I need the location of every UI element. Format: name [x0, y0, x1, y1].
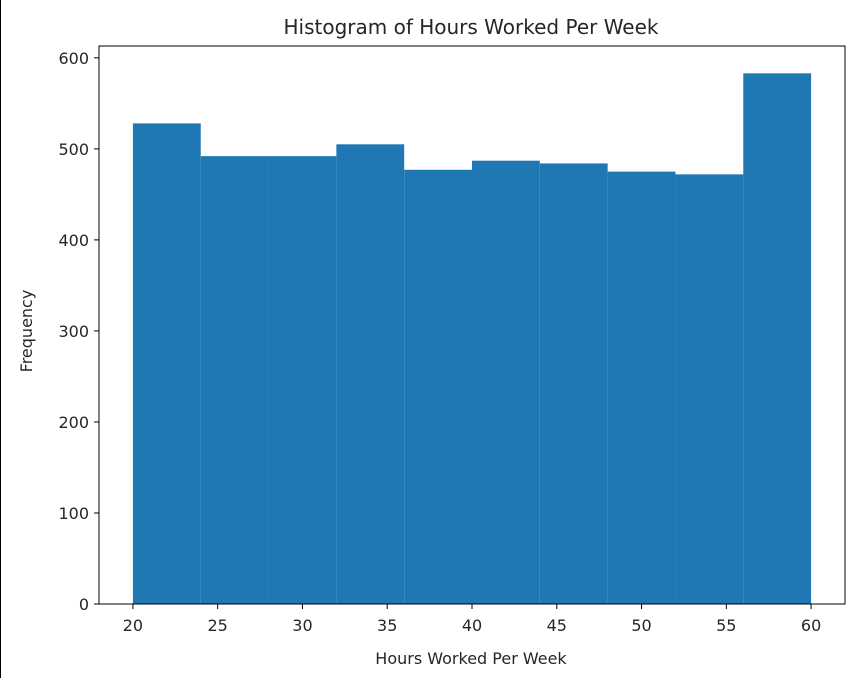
window-left-edge: [0, 0, 1, 678]
histogram-bar: [132, 123, 201, 605]
histogram-bar: [607, 171, 676, 604]
y-tick-label: 400: [58, 231, 89, 250]
y-tick-label: 100: [58, 504, 89, 523]
x-tick-label: 45: [547, 616, 567, 635]
histogram-bar: [539, 163, 608, 604]
histogram-bar: [743, 73, 812, 604]
x-tick-label: 20: [123, 616, 143, 635]
y-tick-label: 500: [58, 140, 89, 159]
y-tick-label: 0: [79, 595, 89, 614]
y-axis-label: Frequency: [17, 290, 36, 373]
x-axis-label: Hours Worked Per Week: [375, 649, 567, 668]
x-tick-label: 55: [716, 616, 736, 635]
histogram-bar: [404, 169, 472, 604]
x-tick-label: 30: [292, 616, 312, 635]
histogram-bar: [200, 156, 269, 604]
histogram-bar: [472, 160, 540, 604]
y-tick-label: 600: [58, 49, 89, 68]
x-tick-label: 50: [631, 616, 651, 635]
y-axis-ticks: 0 100 200 300 400 500 600: [58, 49, 99, 614]
histogram-bar: [336, 144, 405, 605]
x-tick-label: 60: [801, 616, 821, 635]
chart-title: Histogram of Hours Worked Per Week: [283, 15, 658, 39]
bars-group: [132, 73, 812, 605]
y-tick-label: 200: [58, 413, 89, 432]
y-tick-label: 300: [58, 322, 89, 341]
x-tick-label: 40: [462, 616, 482, 635]
x-tick-label: 25: [208, 616, 228, 635]
histogram-bar: [675, 174, 744, 604]
histogram-bar: [268, 156, 337, 604]
x-axis-ticks: 20 25 30 35 40 45 50 55 60: [123, 604, 821, 635]
x-tick-label: 35: [377, 616, 397, 635]
